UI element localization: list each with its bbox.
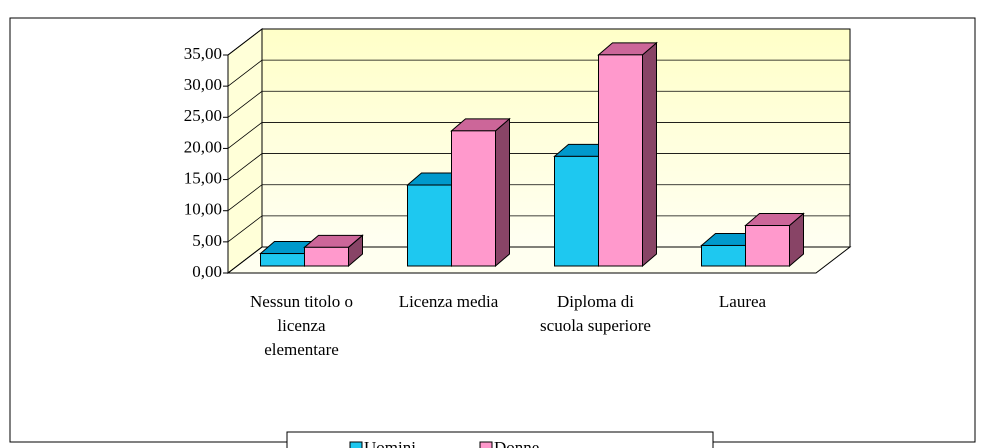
bar-side (495, 117, 510, 268)
legend-label: Donne (494, 438, 539, 448)
plot-area (223, 27, 852, 275)
y-tick-label: 0,00 (192, 262, 222, 281)
y-tick-label: 25,00 (184, 106, 222, 125)
x-tick-label: scuola superiore (540, 316, 651, 335)
bar (745, 225, 790, 267)
x-tick-label: Licenza media (399, 292, 499, 311)
x-tick-label: Laurea (719, 292, 767, 311)
legend-box (286, 431, 714, 448)
bar (407, 184, 452, 267)
bar (701, 244, 746, 267)
x-tick-label: Diploma di (557, 292, 634, 311)
y-tick-label: 30,00 (184, 75, 222, 94)
bar (260, 253, 305, 267)
grid-line (227, 28, 850, 56)
bar (598, 54, 643, 267)
bar (304, 246, 349, 267)
legend-label: Uomini (364, 438, 416, 448)
bar (451, 130, 496, 267)
y-tick-label: 20,00 (184, 137, 222, 156)
bar-side (642, 41, 657, 268)
x-tick-label: Nessun titolo o (250, 292, 353, 311)
bar (554, 155, 599, 267)
legend-swatch (479, 441, 493, 448)
x-tick-label: licenza (277, 316, 326, 335)
side-wall (227, 27, 263, 275)
y-tick-label: 5,00 (192, 231, 222, 250)
y-tick-label: 10,00 (184, 200, 222, 219)
x-tick-label: elementare (264, 340, 339, 359)
legend-swatch (349, 441, 363, 448)
y-tick-label: 35,00 (184, 44, 222, 63)
y-tick-label: 15,00 (184, 168, 222, 187)
